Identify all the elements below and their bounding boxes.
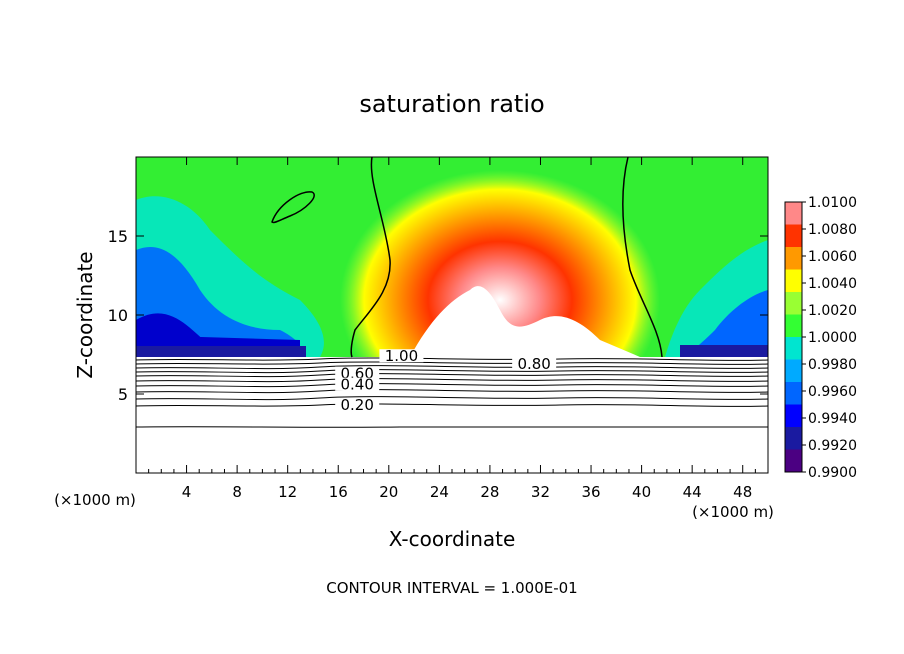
contour-interval-footer: CONTOUR INTERVAL = 1.000E-01 xyxy=(326,579,577,597)
contour-label: 0.40 xyxy=(340,376,373,394)
dry-base-strip-left xyxy=(136,346,306,357)
contour-label-bg xyxy=(512,357,557,371)
y-tick-label: 5 xyxy=(118,385,128,404)
colorbar: 0.9900 0.9920 0.9940 0.9960 0.9980 1.0000 1.00… xyxy=(784,195,857,481)
contour-label-bg xyxy=(335,377,380,391)
saturation-contour xyxy=(271,157,663,358)
x-unit-label: (×1000 m) xyxy=(54,491,136,509)
contour-lines xyxy=(136,357,768,428)
colorbar-label: 1.0060 xyxy=(808,249,857,265)
colorbar-swatch xyxy=(785,404,802,427)
x-tick-label: 24 xyxy=(430,483,449,501)
colorbar-label: 0.9920 xyxy=(808,438,857,454)
x-axis-label: X-coordinate xyxy=(389,527,516,551)
colorbar-label: 1.0040 xyxy=(808,276,857,292)
colorbar-label: 1.0080 xyxy=(808,222,857,238)
chart-title: saturation ratio xyxy=(359,90,544,118)
colorbar-swatch xyxy=(785,202,802,225)
contour-label-bg xyxy=(335,366,380,380)
colorbar-label: 1.0020 xyxy=(808,303,857,319)
x-tick-label: 28 xyxy=(480,483,499,501)
colorbar-label: 0.9900 xyxy=(808,465,857,481)
x-tick-label: 12 xyxy=(278,483,297,501)
heatmap-field: 1.00 0.800.600.400.20 xyxy=(136,157,768,473)
colorbar-label: 0.9960 xyxy=(808,384,857,400)
x-tick-label: 20 xyxy=(379,483,398,501)
y-tick-label: 10 xyxy=(108,306,128,325)
x-tick-label: 44 xyxy=(683,483,702,501)
colorbar-swatch xyxy=(785,269,802,292)
contour-labels: 1.00 0.800.600.400.20 xyxy=(335,347,557,414)
contour-label: 0.20 xyxy=(340,396,373,414)
y-unit-label: (×1000 m) xyxy=(692,503,774,521)
colorbar-swatch xyxy=(785,382,802,405)
colorbar-swatch xyxy=(785,337,802,360)
x-tick-label: 4 xyxy=(182,483,192,501)
contour-label-bg xyxy=(335,398,380,412)
contour-label-bg xyxy=(379,349,424,363)
colorbar-label: 1.0000 xyxy=(808,330,857,346)
colorbar-swatch xyxy=(785,224,802,247)
x-tick-label: 40 xyxy=(632,483,651,501)
contour-label: 1.00 xyxy=(385,347,418,365)
x-tick-label: 16 xyxy=(329,483,348,501)
x-tick-label: 8 xyxy=(232,483,242,501)
y-axis: 5 10 15 xyxy=(108,227,768,404)
y-tick-label: 15 xyxy=(108,227,128,246)
x-tick-label: 36 xyxy=(581,483,600,501)
colorbar-label: 1.0100 xyxy=(808,195,857,211)
colorbar-swatch xyxy=(785,247,802,270)
x-axis: 4 8 12 16 20 24 28 32 36 40 44 48 xyxy=(148,157,756,501)
colorbar-label: 0.9980 xyxy=(808,357,857,373)
x-tick-label: 48 xyxy=(733,483,752,501)
colorbar-swatch xyxy=(785,427,802,450)
dry-region-right-core xyxy=(685,290,768,357)
colorbar-label: 0.9940 xyxy=(808,411,857,427)
colorbar-swatch xyxy=(785,292,802,315)
contour-label: 0.80 xyxy=(517,355,550,373)
moist-core xyxy=(410,286,640,357)
x-tick-label: 32 xyxy=(531,483,550,501)
dry-base-strip-right xyxy=(680,345,768,357)
y-axis-label: Z-coordinate xyxy=(73,251,97,378)
colorbar-swatch xyxy=(785,449,802,472)
colorbar-swatch xyxy=(785,359,802,382)
colorbar-swatch xyxy=(785,314,802,337)
